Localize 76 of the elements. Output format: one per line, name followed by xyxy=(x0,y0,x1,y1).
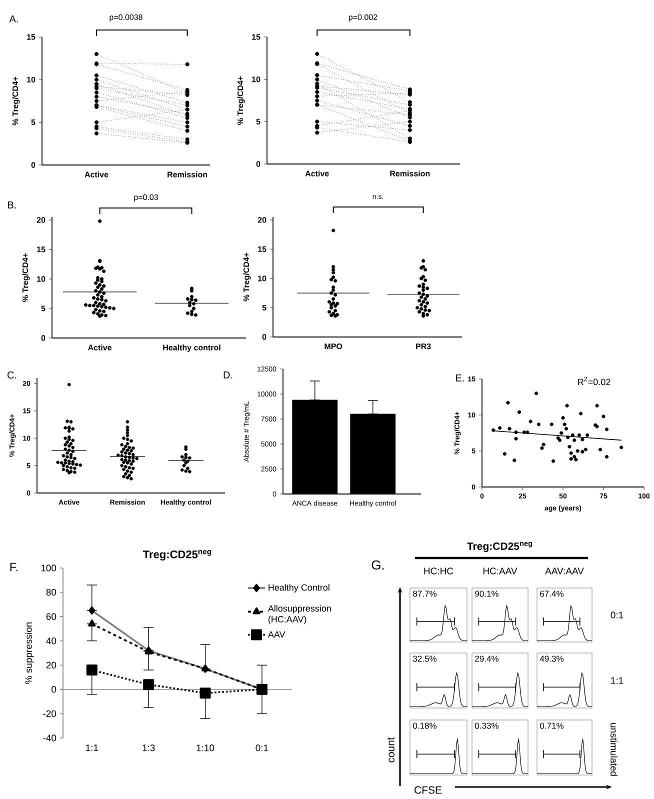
x-tick-label: Healthy control xyxy=(163,344,220,352)
y-tick-label: 10 xyxy=(258,276,266,282)
y-tick-label: 0 xyxy=(262,334,266,340)
x-tick-label: 1:1 xyxy=(86,744,98,752)
text: Treg:CD25$^{neg}$ xyxy=(467,542,532,552)
y-tick-label: 60 xyxy=(46,613,56,620)
y-axis-title: % suppression xyxy=(24,622,34,684)
y-tick-label: 10 xyxy=(27,76,36,82)
text: G. xyxy=(372,560,384,570)
category-label: AAV:AAV xyxy=(545,568,584,574)
y-tick-label: 15 xyxy=(37,246,46,252)
x-tick-label: PR3 xyxy=(416,344,431,350)
y-tick-label: 20 xyxy=(36,217,46,223)
y-tick-label: -40 xyxy=(43,734,56,742)
y-tick-label: 5 xyxy=(41,306,46,312)
annotation: D. xyxy=(224,372,232,378)
text: 0.18% xyxy=(413,722,436,729)
y-tick-label: 5 xyxy=(31,120,36,126)
text: 67.4% xyxy=(540,590,564,597)
category-label: HC:AAV xyxy=(483,568,518,574)
text: 0.71% xyxy=(540,722,564,729)
legend-label: AAV xyxy=(268,631,286,638)
text: CFSE xyxy=(414,786,442,794)
y-tick-label: 15 xyxy=(27,34,36,40)
legend-label: Healthy Control xyxy=(268,584,330,592)
y-tick-label: 100 xyxy=(41,564,56,572)
text: p=0.0038 xyxy=(110,14,142,22)
text: 32.5% xyxy=(413,656,436,662)
y-axis-title: % Treg/CD4+ xyxy=(243,252,251,302)
text: A. xyxy=(9,16,18,22)
y-tick-label: 10 xyxy=(37,276,46,282)
x-tick-label: 0:1 xyxy=(256,744,268,752)
category-label: unstimulated xyxy=(610,723,618,776)
text: F. xyxy=(10,562,18,572)
y-tick-label: 0 xyxy=(52,686,56,693)
x-tick-label: MPO xyxy=(324,344,342,350)
y-tick-label: 20 xyxy=(46,662,56,669)
legend-label: Allosuppression (HC:AAV) xyxy=(268,605,331,624)
y-tick-label: 20 xyxy=(258,217,266,223)
y-tick-label: 0 xyxy=(41,335,46,341)
y-tick-label: 0 xyxy=(31,162,36,168)
x-tick-label: 1:3 xyxy=(142,744,155,752)
text: 90.1% xyxy=(475,590,498,597)
y-tick-label: 5 xyxy=(256,118,260,124)
x-tick-label: Active xyxy=(305,170,329,176)
y-tick-label: 15 xyxy=(252,34,260,40)
text: count xyxy=(388,737,394,762)
category-label: 0:1 xyxy=(610,612,624,618)
y-tick-label: -20 xyxy=(43,710,56,718)
annotation: R$^{2}$=0.02 xyxy=(578,376,610,386)
x-tick-label: Remission xyxy=(390,170,430,176)
text: 49.3% xyxy=(540,656,564,662)
y-axis-title: % Treg/CD4+ xyxy=(22,253,30,302)
y-axis-title: % Treg/CD4+ xyxy=(12,76,20,126)
x-tick-label: Active xyxy=(88,344,112,350)
text: E. xyxy=(456,374,464,382)
text: 87.7% xyxy=(413,590,436,597)
x-tick-label: Remission xyxy=(168,172,208,178)
text: p=0.002 xyxy=(348,14,378,22)
x-tick-label: 1:10 xyxy=(196,744,214,752)
chart-title: Treg:CD25$^{neg}$ xyxy=(143,550,212,560)
text: B. xyxy=(8,202,16,208)
y-tick-label: 80 xyxy=(46,588,56,596)
category-label: 1:1 xyxy=(611,677,624,684)
y-tick-label: 5 xyxy=(262,304,266,311)
text: p=0.03 xyxy=(134,194,158,202)
category-label: HC:HC xyxy=(424,568,454,574)
text: C. xyxy=(8,371,16,379)
y-tick-label: 40 xyxy=(46,637,56,644)
y-tick-label: 10 xyxy=(252,76,260,82)
text: 0.33% xyxy=(475,722,498,729)
text: 29.4% xyxy=(475,656,498,662)
x-tick-label: Active xyxy=(84,172,108,178)
y-tick-label: 0 xyxy=(256,161,260,167)
y-tick-label: 15 xyxy=(258,246,266,252)
y-axis-title: % Treg/CD4+ xyxy=(237,76,245,125)
